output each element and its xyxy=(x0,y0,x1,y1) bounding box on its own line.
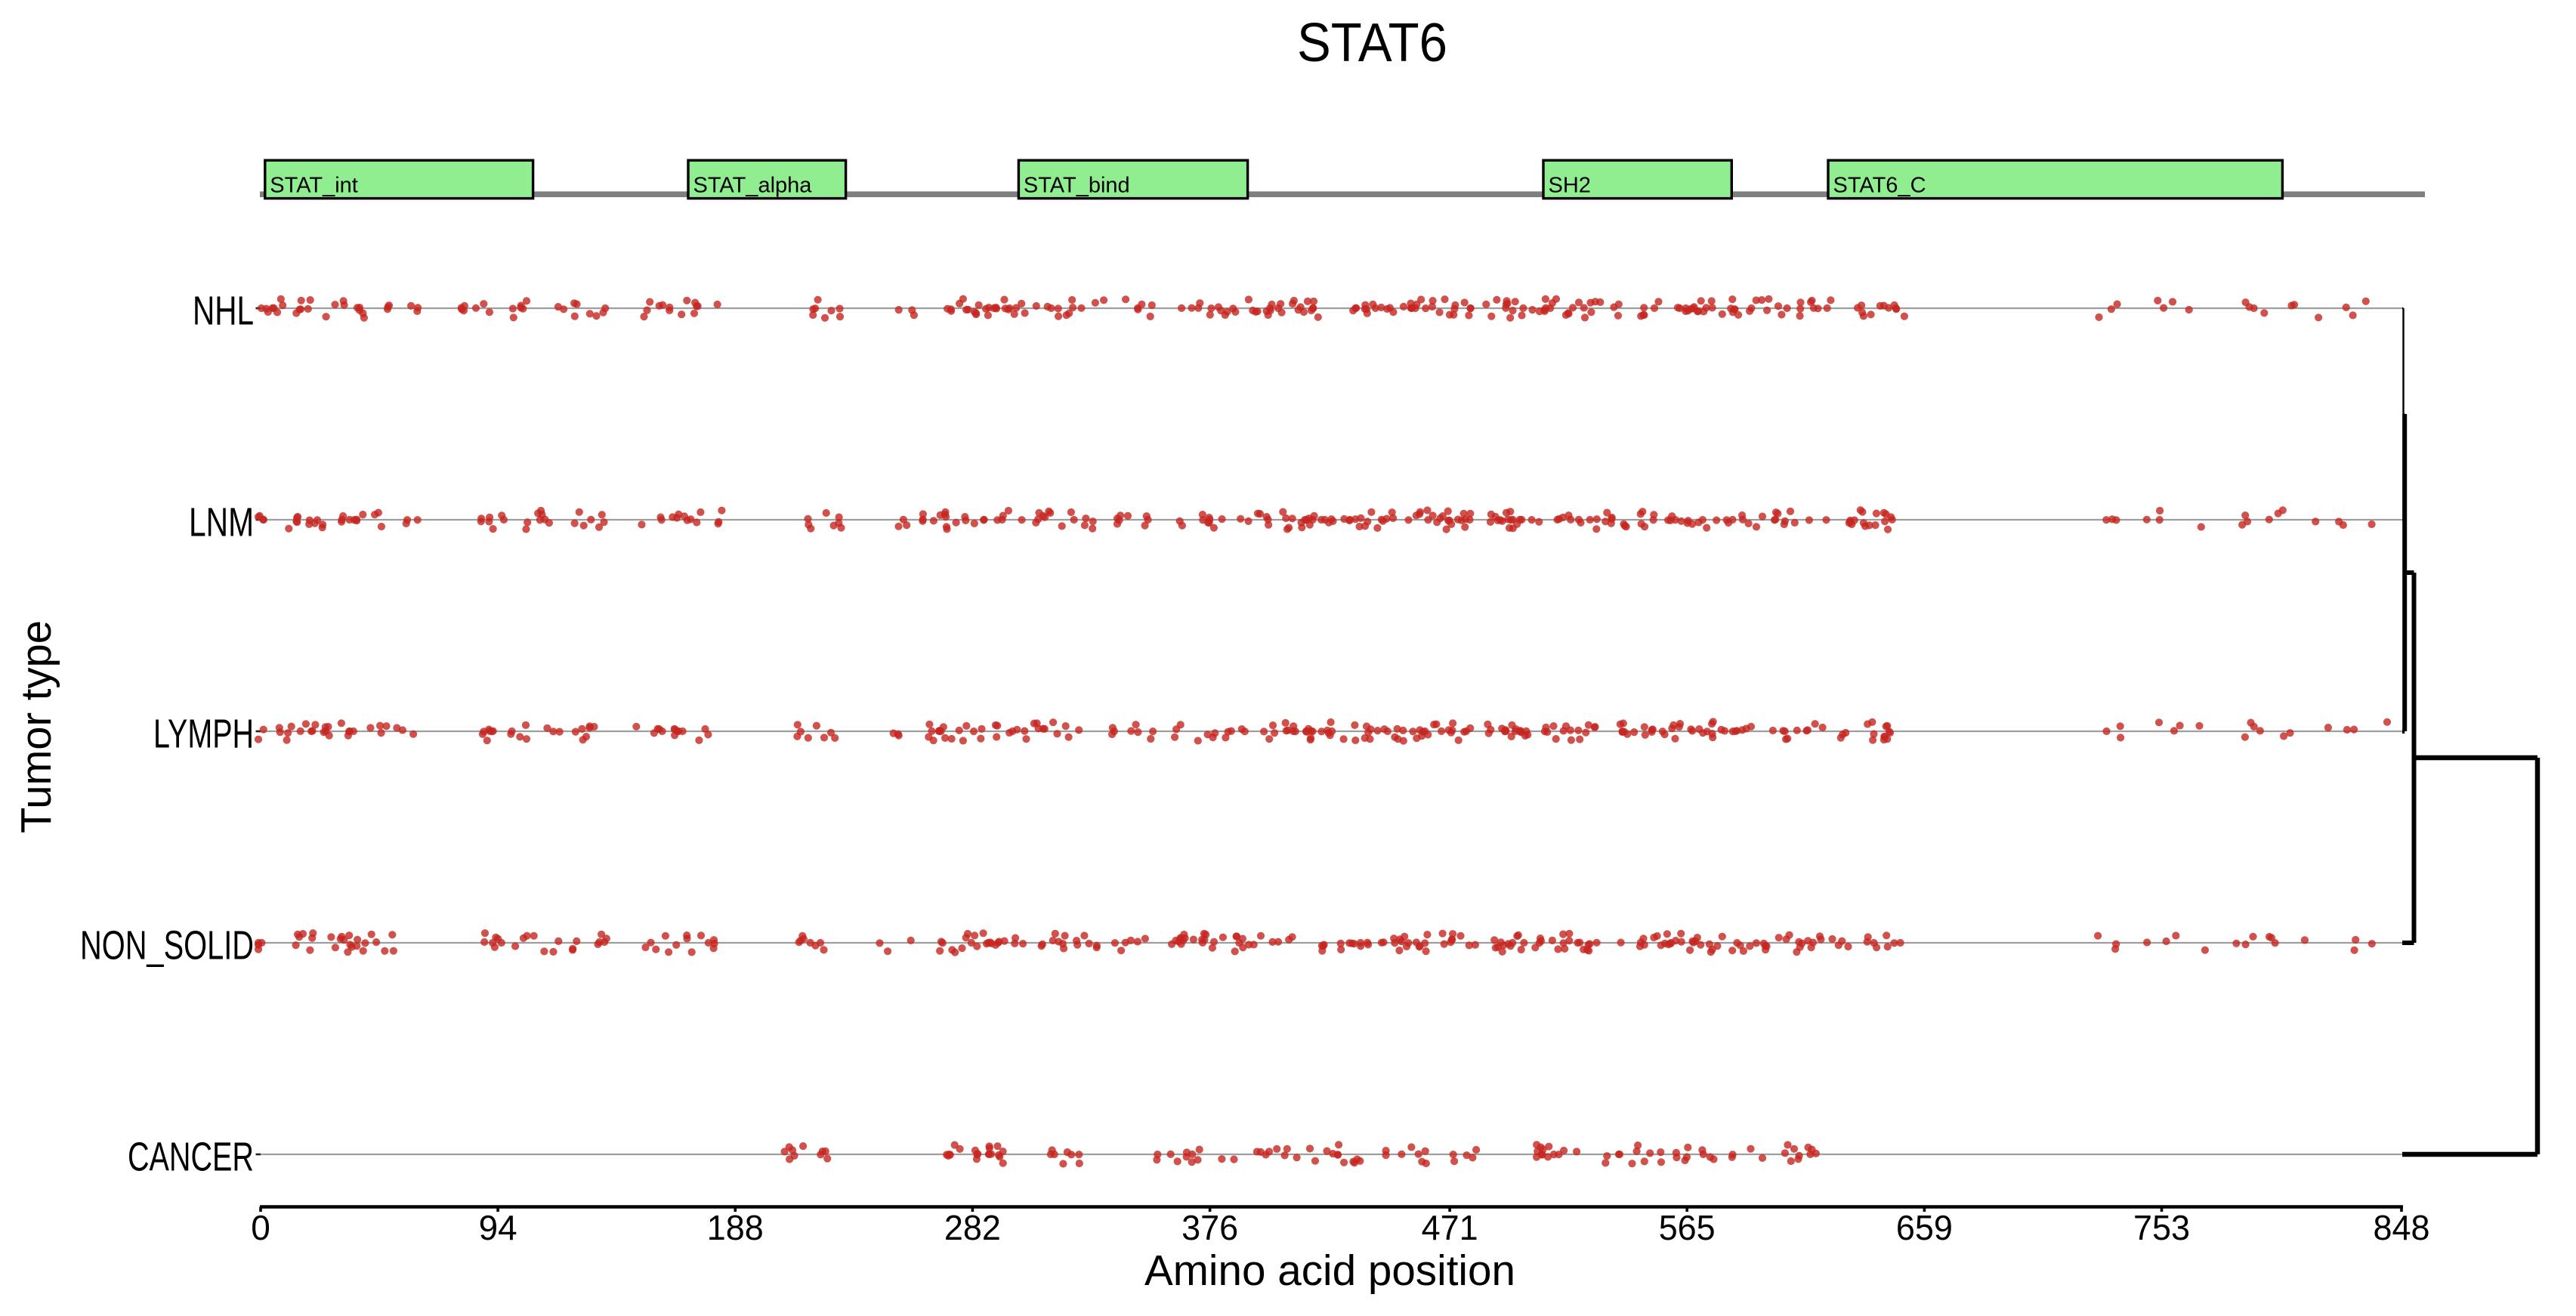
svg-text:0: 0 xyxy=(251,1208,270,1247)
svg-text:STAT_int: STAT_int xyxy=(270,174,358,198)
svg-text:282: 282 xyxy=(944,1208,1001,1247)
svg-text:565: 565 xyxy=(1659,1208,1716,1247)
svg-text:376: 376 xyxy=(1181,1208,1238,1247)
svg-text:SH2: SH2 xyxy=(1549,174,1591,198)
svg-text:471: 471 xyxy=(1422,1208,1478,1247)
svg-text:STAT_bind: STAT_bind xyxy=(1024,174,1130,198)
svg-text:STAT6_C: STAT6_C xyxy=(1833,174,1926,198)
svg-text:NHL: NHL xyxy=(193,289,254,334)
svg-text:659: 659 xyxy=(1896,1208,1953,1247)
svg-text:848: 848 xyxy=(2374,1208,2430,1247)
svg-text:188: 188 xyxy=(707,1208,764,1247)
svg-text:STAT_alpha: STAT_alpha xyxy=(693,174,813,198)
svg-text:Amino acid position: Amino acid position xyxy=(1144,1246,1515,1295)
svg-text:Tumor type: Tumor type xyxy=(12,620,60,833)
svg-text:STAT6: STAT6 xyxy=(1297,13,1447,73)
svg-text:753: 753 xyxy=(2133,1208,2190,1247)
svg-text:LNM: LNM xyxy=(189,500,254,545)
svg-text:NON_SOLID: NON_SOLID xyxy=(80,923,254,968)
svg-text:CANCER: CANCER xyxy=(128,1135,254,1180)
svg-text:94: 94 xyxy=(479,1208,517,1247)
svg-text:LYMPH: LYMPH xyxy=(153,712,254,757)
